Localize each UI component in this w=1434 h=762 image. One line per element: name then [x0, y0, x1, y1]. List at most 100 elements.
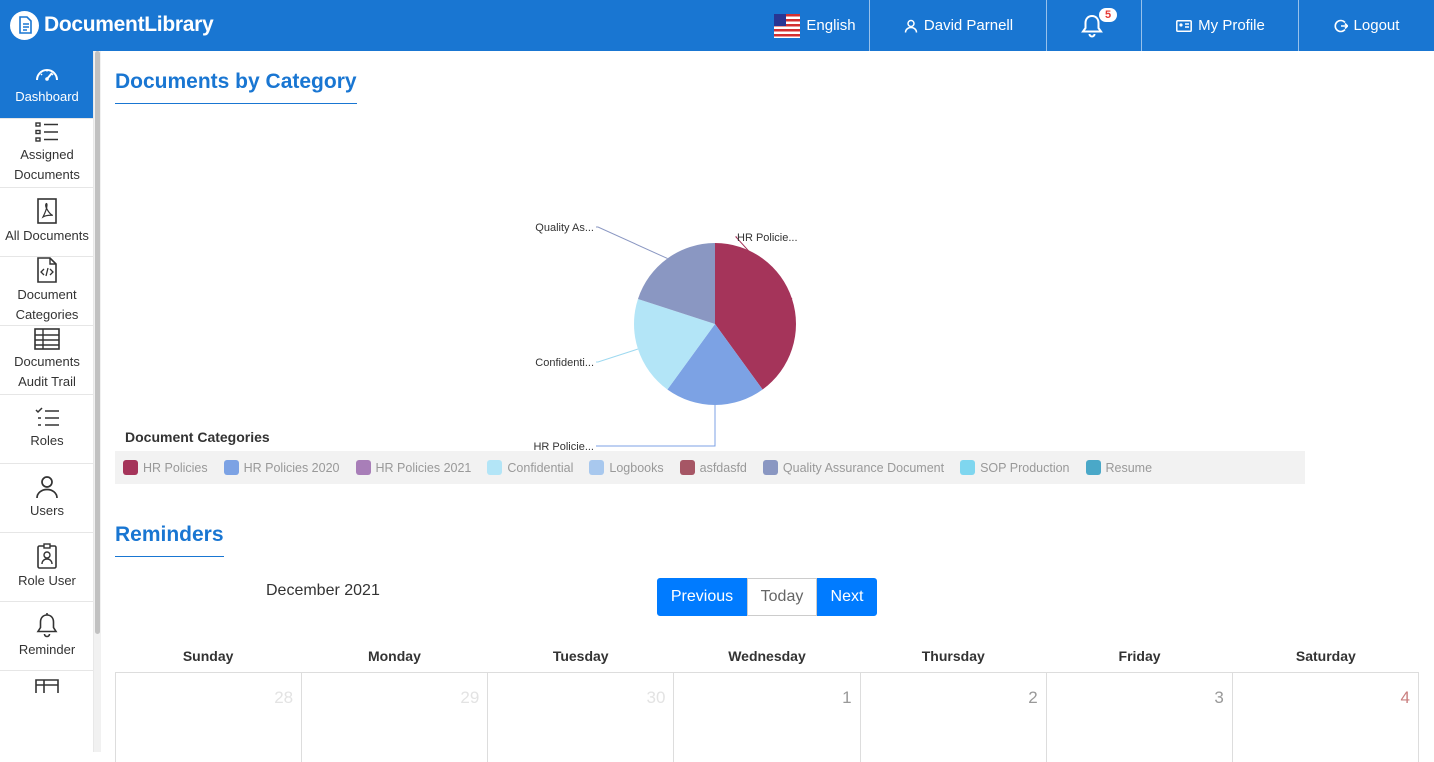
sidebar-item-documents-audit-trail[interactable]: Documents Audit Trail: [0, 326, 93, 395]
sidebar-item-label: Document Categories: [15, 287, 79, 322]
pie-slice-label: Quality As...: [535, 222, 594, 234]
next-button[interactable]: Next: [817, 578, 877, 616]
language-label: English: [806, 17, 856, 34]
sidebar-item-all-documents[interactable]: All Documents: [0, 188, 93, 257]
legend-swatch: [123, 460, 138, 475]
weekday-friday: Friday: [1118, 648, 1161, 664]
legend-item[interactable]: Logbooks: [589, 460, 664, 475]
sidebar-item-document-categories[interactable]: Document Categories: [0, 257, 93, 326]
id-card-icon: [1176, 19, 1193, 32]
legend-item[interactable]: HR Policies 2021: [355, 460, 472, 475]
user-icon: [36, 476, 58, 499]
sidebar-item-dashboard[interactable]: Dashboard: [0, 51, 93, 119]
sidebar-item-label: Dashboard: [15, 88, 79, 104]
weekday-thursday: Thursday: [921, 648, 985, 664]
legend-label: HR Policies 2021: [375, 460, 472, 475]
notifications-button[interactable]: 5: [1046, 0, 1142, 51]
legend-item[interactable]: Quality Assurance Document: [762, 460, 945, 475]
previous-button[interactable]: Previous: [657, 578, 747, 616]
legend-label: Quality Assurance Document: [782, 460, 945, 475]
legend-label: Confidential: [507, 460, 574, 475]
legend-item[interactable]: Confidential: [487, 460, 573, 475]
dashboard-gauge-icon: [36, 68, 58, 81]
top-navbar: DocumentLibrary English David Parnell 5 …: [0, 0, 1434, 51]
pie-leader-line: [596, 226, 668, 259]
legend-label: Logbooks: [609, 460, 664, 475]
weekday-monday: Monday: [367, 648, 421, 664]
weekday-saturday: Saturday: [1295, 648, 1356, 664]
sidebar-item-label: Assigned Documents: [14, 147, 80, 182]
sidebar-item-label: All Documents: [5, 228, 89, 243]
user-name: David Parnell: [923, 17, 1014, 34]
legend-item[interactable]: Resume: [1085, 460, 1152, 475]
calendar-week-row: 28 29 30 1 2 3 4: [115, 672, 1419, 762]
sidebar-item-label: Roles: [30, 433, 64, 448]
sidebar-item-assigned-documents[interactable]: Assigned Documents: [0, 119, 93, 188]
calendar-day-cell[interactable]: 4: [1233, 673, 1419, 762]
calendar-day-cell[interactable]: 1: [674, 673, 861, 762]
pie-slice[interactable]: [667, 324, 763, 405]
legend-title: Document Categories: [125, 429, 270, 445]
pie-leader-line: [596, 405, 716, 447]
pie-leader-line: [734, 236, 793, 300]
language-selector[interactable]: English: [760, 0, 870, 51]
legend-item[interactable]: asfdasfd: [679, 460, 747, 475]
sidebar-scrollbar[interactable]: [94, 51, 101, 752]
legend-label: asfdasfd: [699, 460, 747, 475]
calendar-weekday-header: Sunday Monday Tuesday Wednesday Thursday…: [115, 641, 1419, 672]
calendar-day-cell[interactable]: 30: [488, 673, 675, 762]
pie-slice-label: HR Policie...: [533, 441, 594, 453]
sidebar-item-label: Users: [30, 503, 64, 518]
user-menu[interactable]: David Parnell: [869, 0, 1047, 51]
calendar-day-cell[interactable]: 29: [302, 673, 489, 762]
bell-icon: [36, 613, 58, 638]
reminders-title: Reminders: [115, 523, 224, 557]
logout-label: Logout: [1353, 17, 1400, 34]
logout-link[interactable]: Logout: [1298, 0, 1434, 51]
sidebar-item-reminder[interactable]: Reminder: [0, 602, 93, 671]
sidebar: Dashboard Assigned Documents All Documen…: [0, 51, 94, 752]
calendar-nav: Previous Today Next: [657, 578, 877, 616]
notification-badge: 5: [1099, 8, 1118, 22]
table-icon: [34, 679, 59, 693]
legend-swatch: [960, 460, 976, 475]
pie-slice[interactable]: [715, 243, 796, 390]
weekday-sunday: Sunday: [182, 648, 234, 664]
documents-by-category-title: Documents by Category: [115, 70, 357, 104]
sidebar-scroll-thumb[interactable]: [95, 51, 100, 634]
badge-icon: [37, 543, 57, 569]
user-icon: [904, 19, 918, 33]
list-icon: [35, 122, 58, 142]
my-profile-link[interactable]: My Profile: [1141, 0, 1299, 51]
brand[interactable]: DocumentLibrary: [10, 9, 214, 41]
category-legend: HR Policies HR Policies 2020 HR Policies 2…: [115, 451, 1305, 484]
legend-swatch: [223, 460, 239, 475]
legend-swatch: [589, 460, 605, 475]
sidebar-item-partial[interactable]: [0, 671, 93, 693]
calendar-day-cell[interactable]: 2: [861, 673, 1047, 762]
legend-item[interactable]: HR Policies 2020: [223, 460, 340, 475]
code-file-icon: [37, 257, 57, 283]
legend-label: HR Policies 2020: [243, 460, 340, 475]
sidebar-item-roles[interactable]: Roles: [0, 395, 93, 464]
sidebar-item-role-user[interactable]: Role User: [0, 533, 93, 602]
logout-icon: [1334, 19, 1348, 32]
us-flag-icon: [774, 13, 801, 38]
table-icon: [34, 328, 60, 350]
calendar-day-cell[interactable]: 28: [116, 673, 303, 762]
legend-item[interactable]: SOP Production: [960, 460, 1070, 475]
today-button[interactable]: Today: [747, 578, 817, 616]
main-content: Documents by Category HR Policie... HR Po…: [101, 51, 1434, 762]
pdf-file-icon: [37, 198, 57, 224]
sidebar-item-users[interactable]: Users: [0, 464, 93, 533]
calendar-day-cell[interactable]: 3: [1047, 673, 1233, 762]
sidebar-item-label: Reminder: [18, 642, 76, 657]
legend-item[interactable]: HR Policies: [123, 460, 208, 475]
sidebar-item-label: Documents Audit Trail: [14, 354, 80, 389]
pie-slice-label: Confidenti...: [535, 357, 594, 369]
pie-slice[interactable]: [637, 243, 715, 324]
pie-slice[interactable]: [634, 298, 715, 390]
document-logo-icon: [10, 10, 39, 40]
legend-swatch: [679, 460, 695, 475]
legend-label: HR Policies: [143, 460, 208, 475]
